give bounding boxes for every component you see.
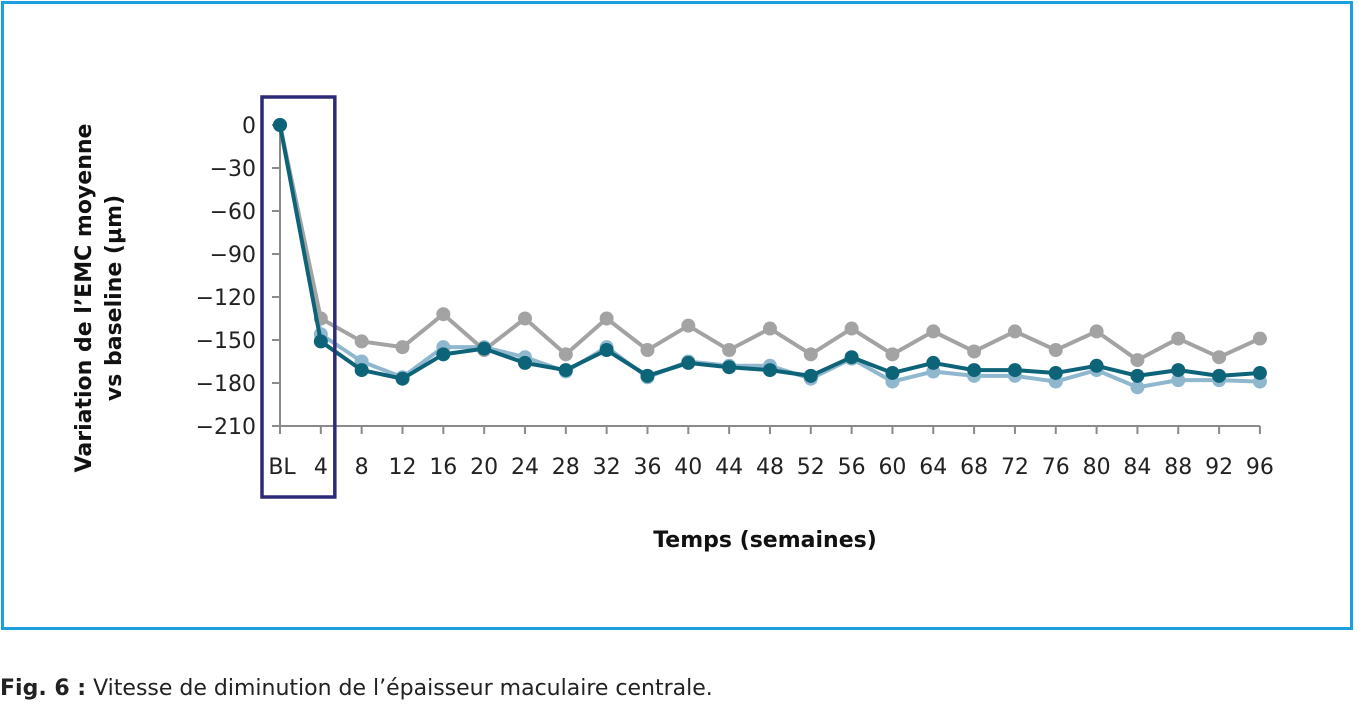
x-tick-label: BL <box>268 455 296 480</box>
x-tick-label: 84 <box>1123 455 1151 480</box>
series-2-point <box>1252 331 1267 346</box>
x-tick-label: 92 <box>1205 455 1233 480</box>
series-3-point <box>1252 365 1267 380</box>
series-3-point <box>436 347 451 362</box>
series-2-point <box>1007 324 1022 339</box>
series-3-point <box>967 363 982 378</box>
series-3-point <box>640 368 655 383</box>
series-2-point <box>926 324 941 339</box>
series-2-point <box>1089 324 1104 339</box>
series-3-point <box>681 355 696 370</box>
series-3-point <box>354 363 369 378</box>
series-2-point <box>1212 350 1227 365</box>
x-tick-label: 32 <box>593 455 621 480</box>
figure-caption: Fig. 6 : Vitesse de diminution de l’épai… <box>0 676 713 701</box>
series-3-point <box>926 355 941 370</box>
series-2-point <box>1048 343 1063 358</box>
series-2-point <box>681 318 696 333</box>
y-tick-label: −30 <box>210 157 256 182</box>
series-2-point <box>436 307 451 322</box>
series-2-point <box>762 321 777 336</box>
y-tick-label: −180 <box>196 372 256 397</box>
series-3-point <box>844 350 859 365</box>
x-tick-label: 56 <box>838 455 866 480</box>
highlight-box <box>260 95 337 499</box>
x-tick-label: 24 <box>511 455 539 480</box>
series-1-point <box>1171 373 1186 388</box>
series-3-point <box>1171 363 1186 378</box>
caption-text: Vitesse de diminution de l’épaisseur mac… <box>86 676 713 701</box>
series-2-point <box>558 347 573 362</box>
x-tick-label: 16 <box>429 455 457 480</box>
caption-label: Fig. 6 : <box>0 676 87 701</box>
x-tick-label: 36 <box>633 455 661 480</box>
x-tick-label: 88 <box>1164 455 1192 480</box>
x-tick-label: 28 <box>552 455 580 480</box>
series-2-point <box>967 344 982 359</box>
series-3-point <box>762 363 777 378</box>
series-2-point <box>803 347 818 362</box>
series-2-point <box>722 343 737 358</box>
series-1-point <box>1130 380 1145 395</box>
series-2-point <box>395 340 410 355</box>
series-3-point <box>1130 368 1145 383</box>
series-3-point <box>599 343 614 358</box>
series-2-point <box>599 311 614 326</box>
series-3-point <box>885 365 900 380</box>
y-tick-label: 0 <box>242 114 256 139</box>
series-2-point <box>517 311 532 326</box>
series-3-point <box>1007 363 1022 378</box>
x-tick-label: 68 <box>960 455 988 480</box>
series-2-point <box>640 343 655 358</box>
y-tick-label: −60 <box>210 200 256 225</box>
x-axis-title: Temps (semaines) <box>653 528 877 553</box>
x-tick-label: 72 <box>1001 455 1029 480</box>
series-3-point <box>517 355 532 370</box>
series-line-1 <box>278 124 1260 390</box>
series-2-point <box>1171 331 1186 346</box>
x-tick-label: 52 <box>797 455 825 480</box>
x-tick-label: 96 <box>1246 455 1274 480</box>
x-tick-label: 48 <box>756 455 784 480</box>
y-tick-label: −90 <box>210 243 256 268</box>
series-3-point <box>395 371 410 386</box>
series-3-point <box>1212 368 1227 383</box>
x-tick-label: 64 <box>919 455 947 480</box>
x-tick-label: 76 <box>1042 455 1070 480</box>
series-3-point <box>477 341 492 356</box>
x-tick-label: 60 <box>878 455 906 480</box>
series-3-point <box>313 334 328 349</box>
figure-frame <box>1 1 1353 630</box>
y-tick-label: −210 <box>196 415 256 440</box>
x-tick-label: 4 <box>314 455 328 480</box>
series-3-point <box>803 368 818 383</box>
series-3-point <box>1048 365 1063 380</box>
x-tick-label: 40 <box>674 455 702 480</box>
x-tick-label: 12 <box>388 455 416 480</box>
series-2-point <box>885 347 900 362</box>
x-tick-label: 44 <box>715 455 743 480</box>
series-3-point <box>273 118 287 132</box>
y-tick-label: −150 <box>196 329 256 354</box>
series-2-point <box>1130 353 1145 368</box>
y-tick-label: −120 <box>196 286 256 311</box>
series-2-point <box>354 334 369 349</box>
x-tick-label: 20 <box>470 455 498 480</box>
series-3-point <box>722 360 737 375</box>
series-2-point <box>844 321 859 336</box>
x-tick-label: 8 <box>355 455 369 480</box>
x-tick-label: 80 <box>1083 455 1111 480</box>
series-3-point <box>558 363 573 378</box>
series-3-point <box>1089 358 1104 373</box>
